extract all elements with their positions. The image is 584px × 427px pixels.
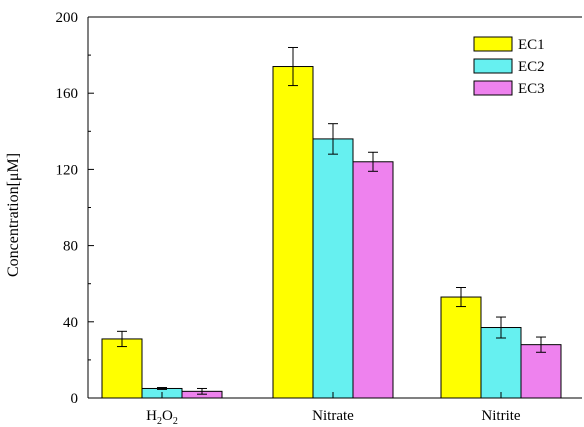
bar-ec3-2: [520, 344, 562, 399]
y-tick-label: 120: [56, 162, 79, 178]
bar-ec1-0: [101, 338, 143, 399]
y-tick-label: 160: [56, 86, 79, 102]
y-axis-label: Concentration[μM]: [5, 153, 22, 277]
bar-ec1-1: [272, 66, 314, 399]
legend-label-ec2: EC2: [518, 59, 545, 75]
y-tick-label: 200: [56, 10, 79, 26]
legend-label-ec1: EC1: [518, 37, 545, 53]
x-axis: H2O2 Nitrate Nitrite: [146, 392, 521, 427]
y-tick-label: 80: [63, 239, 78, 255]
plot-area: [87, 16, 582, 399]
bar-ec2-1: [312, 138, 354, 399]
x-tick-label: H2O2: [146, 408, 178, 427]
legend: EC1 EC2 EC3: [473, 36, 545, 97]
legend-swatch-ec3: [473, 80, 513, 96]
bar-ec3-1: [352, 161, 394, 399]
bar-ec1-2: [440, 296, 482, 399]
bar-ec2-2: [480, 327, 522, 399]
legend-label-ec3: EC3: [518, 81, 545, 97]
x-tick-label: Nitrite: [481, 408, 520, 424]
legend-swatch-ec2: [473, 58, 513, 74]
y-axis: 0 40 80 120 160 200: [56, 10, 94, 407]
y-tick-label: 0: [71, 391, 79, 407]
y-tick-label: 40: [63, 315, 78, 331]
legend-swatch-ec1: [473, 36, 513, 52]
x-tick-label: Nitrate: [312, 408, 354, 424]
